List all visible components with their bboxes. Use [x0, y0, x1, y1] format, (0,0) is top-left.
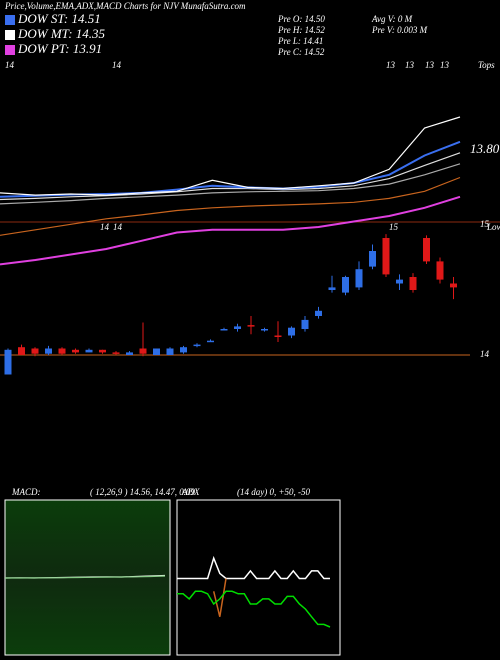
adx-title: ADX: [181, 487, 200, 497]
legend-label: DOW MT: 14.35: [17, 26, 106, 41]
page-title: Price,Volume,EMA,ADX,MACD Charts for NJV…: [4, 1, 246, 11]
candle-body: [180, 347, 187, 353]
candle-marker: 15: [389, 222, 399, 232]
stat-label: Avg V: 0 M: [371, 14, 413, 24]
candle-body: [220, 329, 228, 331]
candle-body: [328, 287, 336, 290]
candle-body: [301, 319, 309, 329]
ema-line: [0, 195, 461, 266]
candle-body: [369, 251, 376, 267]
adx-frame: [176, 499, 341, 656]
candle-body: [355, 269, 363, 288]
candle-body: [382, 238, 390, 275]
macd-line: [5, 575, 166, 579]
candle-body: [450, 283, 457, 288]
candle-body: [58, 348, 66, 354]
legend-label: DOW ST: 14.51: [17, 11, 101, 26]
level-label: 13.80: [470, 141, 500, 156]
adx-line: [177, 590, 331, 628]
adx-line: [177, 555, 330, 580]
top-marker: 14: [112, 60, 122, 70]
adx-params: (14 day) 0, +50, -50: [237, 487, 311, 497]
ema-line: [0, 116, 461, 196]
candle-body: [4, 349, 12, 375]
stat-label: Pre C: 14.52: [277, 47, 325, 57]
ema-line: [0, 152, 461, 201]
top-marker: 13: [405, 60, 415, 70]
candle-body: [85, 349, 93, 353]
candle-body: [315, 310, 322, 316]
candle-marker: 14: [113, 222, 123, 232]
candle-body: [72, 349, 79, 353]
legend-swatch: [5, 15, 15, 25]
candle-body: [45, 348, 52, 354]
corner-label: Lows: [486, 222, 500, 232]
legend-swatch: [5, 45, 15, 55]
candle-body: [112, 352, 120, 354]
candle-body: [274, 335, 282, 337]
stat-label: Pre H: 14.52: [277, 25, 325, 35]
stat-label: Pre V: 0.003 M: [371, 25, 428, 35]
candle-body: [99, 349, 106, 353]
top-marker: 13: [425, 60, 435, 70]
candle-body: [207, 340, 214, 343]
candle-body: [234, 326, 241, 329]
candle-body: [409, 277, 417, 290]
candle-body: [18, 347, 25, 355]
ema-line: [0, 176, 461, 236]
ema-line: [0, 163, 461, 205]
candle-body: [396, 279, 403, 284]
macd-title: MACD:: [11, 487, 41, 497]
corner-label: Tops: [478, 60, 495, 70]
stat-label: Pre L: 14.41: [277, 36, 323, 46]
candle-body: [288, 327, 295, 336]
macd-params: ( 12,26,9 ) 14.56, 14.47, 0.09: [90, 487, 195, 497]
top-marker: 14: [5, 60, 15, 70]
adx-line: [212, 578, 227, 617]
candle-body: [342, 277, 349, 293]
candle-marker: 14: [100, 222, 110, 232]
candle-body: [166, 348, 174, 355]
legend-label: DOW PT: 13.91: [17, 41, 102, 56]
candle-body: [193, 344, 201, 347]
candle-body: [139, 348, 147, 354]
candle-body: [423, 238, 430, 262]
candle-body: [31, 348, 39, 354]
legend-swatch: [5, 30, 15, 40]
candle-body: [261, 329, 268, 331]
stat-label: Pre O: 14.50: [277, 14, 325, 24]
top-marker: 13: [386, 60, 396, 70]
candle-body: [247, 325, 255, 327]
y-tick-label: 14: [480, 349, 490, 359]
top-marker: 13: [440, 60, 450, 70]
candle-body: [153, 348, 160, 355]
candle-body: [436, 261, 444, 280]
y-tick-label: 15: [480, 219, 490, 229]
candle-body: [126, 352, 133, 355]
